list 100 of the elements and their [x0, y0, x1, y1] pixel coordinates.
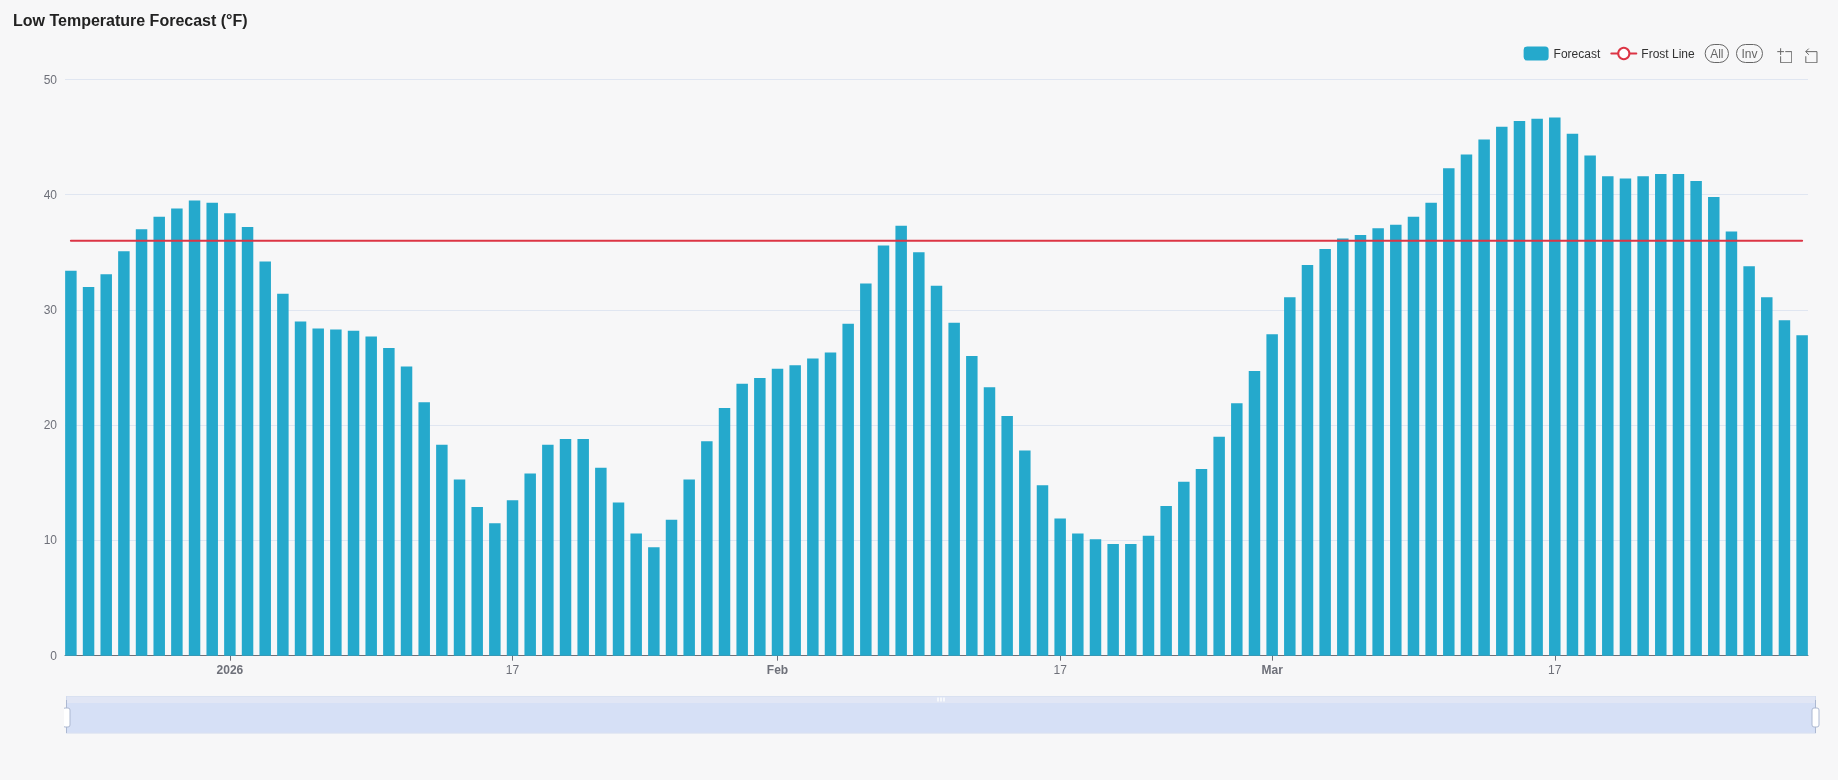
bar [489, 523, 501, 656]
bar [1602, 176, 1614, 656]
legend-label: Forecast [1553, 46, 1601, 61]
bar [1778, 320, 1791, 656]
bar [294, 321, 307, 656]
bar [1425, 202, 1437, 656]
bar [1160, 505, 1172, 656]
text: All [1710, 46, 1724, 61]
bar [1319, 248, 1331, 656]
bar [1231, 403, 1243, 656]
bar [330, 329, 342, 656]
x-tick-label: 17 [505, 662, 520, 677]
bar [1054, 518, 1066, 656]
bar [983, 387, 996, 656]
bar [471, 507, 483, 656]
bar [188, 200, 201, 656]
bar [241, 227, 254, 656]
bar [1743, 266, 1755, 656]
bar [1796, 335, 1808, 656]
bar [754, 377, 766, 656]
x-tick-label: 2026 [216, 662, 244, 677]
bar [895, 225, 907, 656]
legend-label: Frost Line [1641, 46, 1695, 61]
bar [1655, 174, 1667, 656]
bar [877, 245, 890, 656]
bar [206, 202, 218, 656]
bar [789, 365, 801, 656]
bar [1195, 469, 1208, 656]
bar [1407, 216, 1420, 656]
bar [665, 519, 678, 656]
bar [118, 251, 130, 656]
bar [1443, 168, 1455, 656]
bar [948, 322, 960, 656]
bar [1460, 154, 1473, 656]
bar [259, 261, 271, 656]
x-tick-label: Mar [1261, 662, 1284, 677]
bar [82, 286, 95, 656]
chart-title: Low Temperature Forecast (°F) [13, 11, 248, 29]
y-tick-label: 20 [43, 418, 58, 433]
bar [577, 439, 589, 656]
bar [1107, 543, 1119, 656]
text: Inv [1741, 46, 1758, 61]
y-tick-label: 10 [43, 533, 58, 548]
bar [842, 323, 854, 656]
bar [1637, 176, 1649, 656]
bar [135, 229, 148, 656]
x-tick-label: 17 [1053, 662, 1068, 677]
bar [224, 213, 236, 656]
bar [1142, 535, 1155, 656]
bar [595, 467, 607, 656]
bar [1725, 231, 1738, 656]
bar [1584, 155, 1596, 656]
bar [542, 444, 554, 656]
bar [1619, 178, 1632, 656]
x-tick-label: Feb [766, 662, 789, 677]
bar [860, 283, 872, 656]
y-tick-label: 0 [50, 648, 58, 663]
bar [718, 407, 731, 656]
bar [171, 208, 183, 656]
bar [1531, 118, 1543, 656]
bar [1496, 126, 1508, 656]
bar [824, 352, 837, 656]
bar [1690, 180, 1702, 656]
bar [1125, 543, 1137, 656]
bar [1761, 297, 1773, 656]
bar [1708, 197, 1720, 656]
bar [1478, 139, 1490, 656]
bar [1372, 228, 1384, 656]
bar [1354, 235, 1367, 656]
bar [1390, 224, 1402, 656]
bar [1337, 238, 1349, 656]
bar [807, 358, 819, 656]
bar [1566, 133, 1579, 656]
bar [1089, 539, 1102, 656]
bar [559, 439, 572, 656]
bar [1213, 436, 1225, 656]
bar [100, 274, 112, 656]
bar [453, 479, 466, 656]
bar [771, 368, 784, 656]
bar [418, 402, 430, 656]
bar [683, 479, 695, 656]
bar [1019, 450, 1031, 656]
y-tick-label: 50 [43, 72, 58, 87]
y-tick-label: 40 [43, 187, 58, 202]
bar [1284, 297, 1296, 656]
bar [1072, 533, 1084, 656]
bar [612, 502, 625, 656]
bar [383, 348, 395, 656]
bar [65, 270, 77, 656]
bar [365, 336, 377, 656]
x-tick-label: 17 [1548, 662, 1562, 677]
bar [524, 473, 536, 656]
bar [1672, 174, 1685, 656]
bar [1178, 481, 1190, 656]
bar [648, 547, 660, 656]
bar [506, 500, 519, 656]
bar [1513, 120, 1526, 656]
bar [436, 444, 448, 656]
bar [1036, 485, 1049, 656]
bar [1248, 371, 1261, 656]
